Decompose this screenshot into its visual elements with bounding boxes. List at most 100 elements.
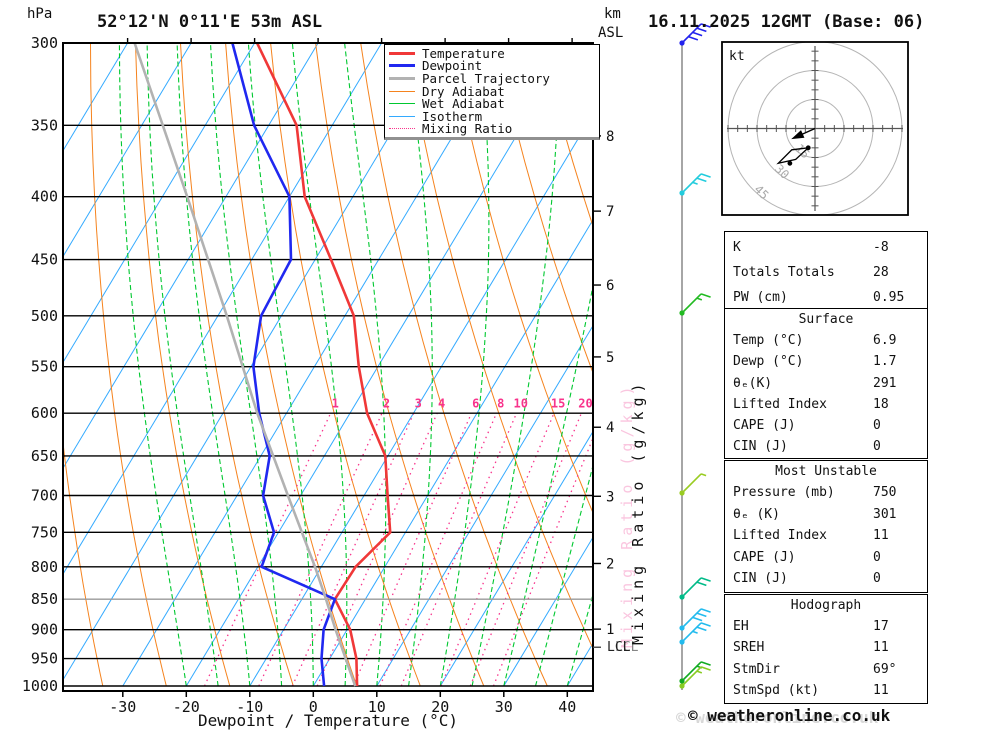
- mixing-ratio-value-label: 4: [438, 396, 445, 410]
- row-value: 11: [873, 528, 889, 544]
- km-tick-label: 6: [606, 278, 614, 294]
- mixing-ratio-value-label: 25: [600, 396, 614, 410]
- panel-row: K -8: [725, 235, 927, 260]
- row-label: PW (cm): [733, 290, 788, 305]
- copyright: © weatheronline.co.uk: [688, 706, 891, 725]
- row-label: Temp (°C): [733, 333, 804, 349]
- wind-barb: [679, 608, 711, 631]
- pressure-tick-label: 650: [31, 447, 58, 465]
- panel-row: Pressure (mb) 750: [725, 482, 927, 503]
- row-label: CIN (J): [733, 439, 788, 455]
- panel-row: PW (cm) 0.95: [725, 285, 927, 310]
- panel-row: EH 17: [725, 616, 927, 637]
- legend-label: Dry Adiabat: [422, 83, 505, 99]
- panel-row: CIN (J) 0: [725, 568, 927, 589]
- dry-adiabat-line: [540, 43, 593, 228]
- legend-swatch: [389, 128, 415, 130]
- wet-adiabat-line: [176, 43, 251, 687]
- legend-label: Temperature: [422, 45, 505, 61]
- wet-adiabat-line: [146, 43, 219, 687]
- panel-indices: K -8 Totals Totals 28 PW (cm) 0.95: [724, 231, 928, 313]
- row-value: 17: [873, 619, 889, 635]
- isotherm-line: [63, 43, 256, 364]
- dry-adiabat-line: [946, 43, 1000, 686]
- dry-adiabat-line: [90, 43, 167, 687]
- km-tick-label: 3: [606, 489, 614, 505]
- pressure-tick-label: 850: [31, 590, 58, 608]
- km-tick-label: 7: [606, 204, 614, 220]
- row-label: K: [733, 240, 741, 255]
- mixing-ratio-value-label: 3: [415, 396, 422, 410]
- km-tick-label: 2: [606, 556, 614, 572]
- wet-adiabat-line: [566, 592, 593, 687]
- row-value: 6.9: [873, 333, 897, 349]
- panel-header: Surface: [798, 312, 854, 327]
- mixing-ratio-value-label: 15: [551, 396, 565, 410]
- legend-label: Mixing Ratio: [422, 121, 513, 137]
- mixing-ratio-line: [469, 412, 583, 687]
- wet-adiabat-line: [118, 43, 187, 687]
- hodograph-ring-label: 45: [751, 182, 771, 202]
- mixing-ratio-axis-label: Mixing Ratio (g/kg): [629, 378, 647, 645]
- row-label: CIN (J): [733, 571, 788, 587]
- legend-label: Parcel Trajectory: [422, 70, 550, 86]
- mixing-ratio-line: [379, 412, 498, 687]
- wet-adiabat-line: [406, 43, 433, 687]
- mixing-ratio-value-label: 1: [332, 396, 339, 410]
- panel-row: CAPE (J) 0: [725, 547, 927, 568]
- panel-row: CIN (J) 0: [725, 436, 927, 457]
- isotherm-line: [249, 113, 593, 687]
- row-value: 18: [873, 396, 889, 412]
- isotherm-line: [63, 43, 383, 575]
- panel-row: StmSpd (kt) 11: [725, 680, 927, 701]
- row-value: 11: [873, 640, 889, 656]
- row-label: StmDir: [733, 661, 780, 677]
- pressure-tick-label: 550: [31, 358, 58, 376]
- km-tick-label: 8: [606, 129, 614, 145]
- pressure-tick-label: 800: [31, 558, 58, 576]
- lcl-label-ghost: LCL: [615, 640, 639, 655]
- isotherm-line: [376, 324, 593, 687]
- row-value: 0: [873, 571, 881, 587]
- legend-swatch: [389, 103, 415, 105]
- mixing-ratio-line: [400, 412, 518, 687]
- pressure-tick-label: 450: [31, 251, 58, 269]
- isotherm-line: [0, 43, 1, 686]
- row-value: 750: [873, 485, 897, 501]
- pressure-tick-label: 950: [31, 650, 58, 668]
- isotherm-line: [63, 43, 319, 470]
- km-tick-label: 4: [606, 420, 614, 436]
- row-label: Dewp (°C): [733, 354, 804, 370]
- wind-barb: [679, 23, 711, 46]
- panel-header: Hodograph: [790, 598, 862, 613]
- hodograph-border: [721, 41, 909, 216]
- legend-label: Dewpoint: [422, 58, 483, 74]
- row-label: θₑ(K): [733, 375, 773, 391]
- panel-row: Lifted Index 18: [725, 394, 927, 415]
- run-title: 16.11.2025 12GMT (Base: 06): [648, 12, 925, 32]
- pressure-unit-label: hPa: [27, 6, 53, 22]
- wind-barb: [679, 666, 711, 689]
- row-label: StmSpd (kt): [733, 682, 820, 698]
- isotherm-line: [312, 218, 593, 687]
- row-label: Totals Totals: [733, 265, 835, 280]
- storm-motion-arrowhead: [791, 130, 805, 140]
- isotherm-line: [503, 536, 593, 687]
- pressure-tick-label: 750: [31, 523, 58, 541]
- row-value: 11: [873, 682, 889, 698]
- pressure-tick-label: 300: [31, 34, 58, 52]
- x-tick-label: 30: [495, 698, 513, 716]
- legend-label: Isotherm: [422, 108, 483, 124]
- row-value: 69°: [873, 661, 897, 677]
- row-label: Lifted Index: [733, 528, 827, 544]
- x-tick-label: 10: [368, 698, 386, 716]
- mixing-ratio-line: [258, 412, 383, 687]
- panel-surface: Surface Temp (°C) 6.9 Dewp (°C) 1.7 θₑ(K) 291 L…: [724, 308, 928, 459]
- lcl-label: LCL: [607, 640, 631, 655]
- legend-swatch: [389, 90, 415, 92]
- row-value: 0: [873, 439, 881, 455]
- row-label: Pressure (mb): [733, 485, 835, 501]
- x-axis-label: Dewpoint / Temperature (°C): [197, 711, 459, 730]
